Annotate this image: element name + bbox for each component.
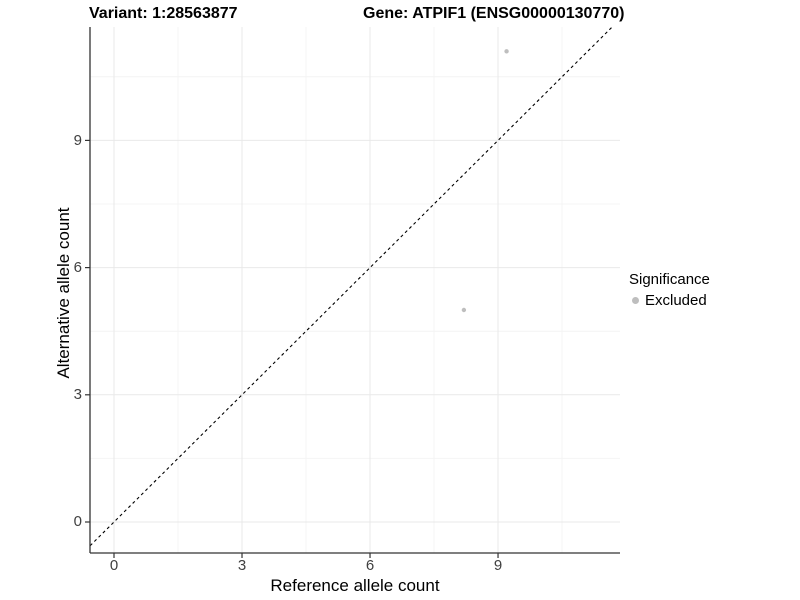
plot-title-gene: Gene: ATPIF1 (ENSG00000130770)	[363, 5, 625, 22]
y-tick-label-0: 0	[73, 513, 82, 530]
data-point	[461, 307, 467, 313]
y-axis-title: Alternative allele count	[54, 207, 73, 379]
x-tick-label-3: 3	[237, 557, 247, 574]
legend-item-excluded: Excluded	[629, 292, 710, 309]
legend-item-label: Excluded	[645, 292, 707, 309]
legend: Significance Excluded	[629, 271, 710, 309]
x-tick-label-0: 0	[109, 557, 119, 574]
plot-title-variant: Variant: 1:28563877	[89, 5, 238, 22]
legend-point-icon	[632, 297, 639, 304]
y-tick-label-3: 3	[73, 386, 82, 403]
x-tick-label-9: 9	[493, 557, 503, 574]
identity-line	[89, 26, 613, 547]
y-tick-label-6: 6	[73, 259, 82, 276]
legend-title: Significance	[629, 271, 710, 288]
x-tick-label-6: 6	[365, 557, 375, 574]
y-tick-label-9: 9	[73, 132, 82, 149]
x-axis-title: Reference allele count	[270, 576, 440, 595]
data-point	[504, 49, 509, 54]
